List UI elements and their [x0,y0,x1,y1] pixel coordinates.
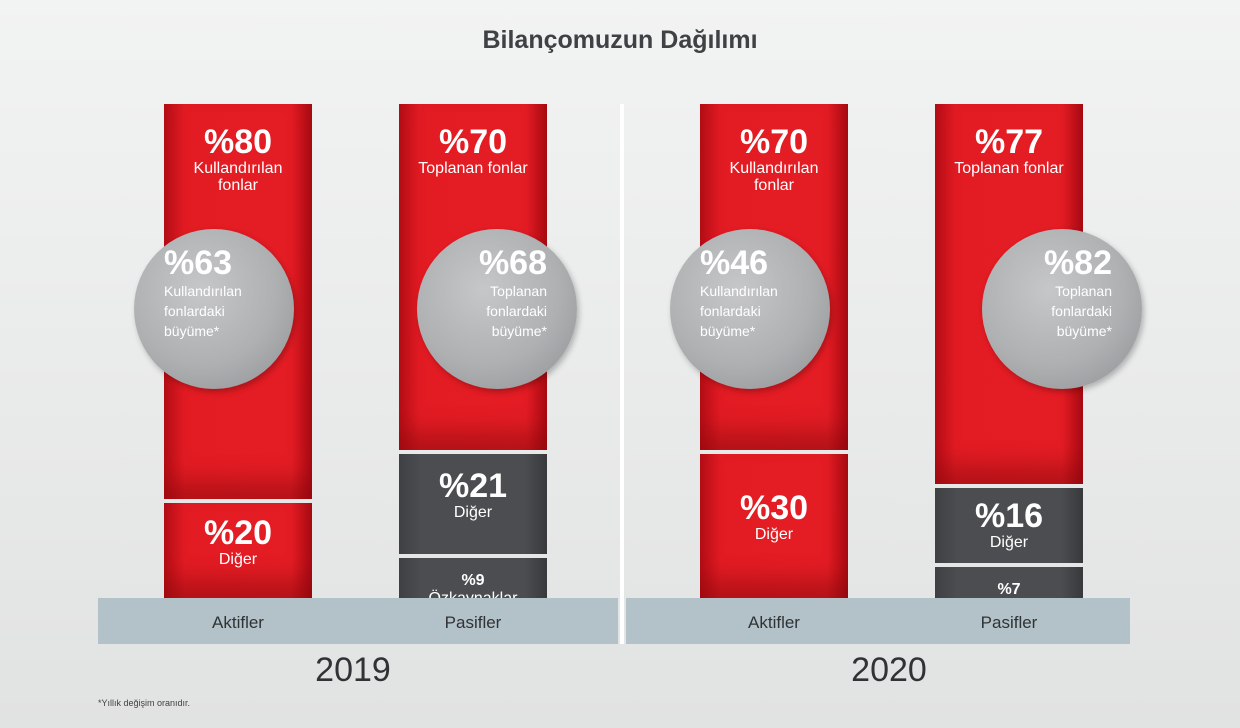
growth-circle-2019-aktifler: %63 Kullandırılan fonlardaki büyüme* [134,229,294,389]
growth-value-label: %68 [478,244,547,282]
growth-text-label: Toplanan fonlardaki büyüme* [1051,283,1112,339]
year-label-2019: 2019 [315,651,391,689]
segment-name-label: Toplanan fonlar [418,160,528,177]
growth-value-label: %63 [164,244,233,282]
growth-circle-2020-pasifler: %82 Toplanan fonlardaki büyüme* [982,229,1142,389]
bar-segment-2020-aktifler-1: %30 Diğer [700,454,848,598]
segment-name-label: Diğer [989,534,1029,551]
growth-text-label: Toplanan fonlardaki büyüme* [486,283,547,339]
segment-name-label: Diğer [754,526,794,543]
bar-segment-2020-pasifler-1: %16 Diğer [935,488,1083,563]
year-divider [620,104,624,644]
bar-segment-2019-pasifler-2: %9Özkaynaklar [399,558,547,598]
segment-value-label: %7 [997,581,1021,598]
segment-value-label: %70 [739,123,809,161]
segment-value-label: %20 [203,514,273,552]
segment-value-label: %77 [974,123,1044,161]
growth-value-label: %82 [1043,244,1112,282]
growth-circle-2020-aktifler: %46 Kullandırılan fonlardaki büyüme* [670,229,830,389]
bar-segment-2019-pasifler-1: %21 Diğer [399,454,547,554]
segment-name-label: Kullandırılan fonlar [193,160,283,194]
segment-name-label: Özkaynaklar [399,590,547,598]
growth-text-label: Kullandırılan fonlardaki büyüme* [164,283,242,339]
axis-band-2019 [98,598,618,644]
year-label-2020: 2020 [851,651,927,689]
axis-band-2020 [626,598,1130,644]
segment-value-label: %80 [203,123,273,161]
axis-label-2020-pasifler: Pasifler [980,613,1038,632]
segment-name-label: Kullandırılan fonlar [729,160,819,194]
segment-value-label: %16 [974,497,1044,535]
segment-value-label: %30 [739,489,809,527]
segment-value-label: %21 [438,467,508,505]
segment-name-label: Diğer [453,504,493,521]
growth-value-label: %46 [700,244,769,282]
bar-segment-2019-aktifler-1: %20 Diğer [164,503,312,598]
segment-name-label: Diğer [218,551,258,568]
segment-value-label: %9 [461,572,485,589]
chart-title: Bilançomuzun Dağılımı [482,26,758,54]
growth-text-label: Kullandırılan fonlardaki büyüme* [700,283,778,339]
axis-label-2019-aktifler: Aktifler [212,613,264,632]
axis-label-2019-pasifler: Pasifler [444,613,502,632]
segment-name-label: Toplanan fonlar [954,160,1064,177]
segment-value-label: %70 [438,123,508,161]
growth-circle-2019-pasifler: %68 Toplanan fonlardaki büyüme* [417,229,577,389]
axis-label-2020-aktifler: Aktifler [748,613,800,632]
footnote: *Yıllık değişim oranıdır. [98,698,191,708]
bar-segment-2020-pasifler-2: %7Özkaynaklar [935,567,1083,598]
